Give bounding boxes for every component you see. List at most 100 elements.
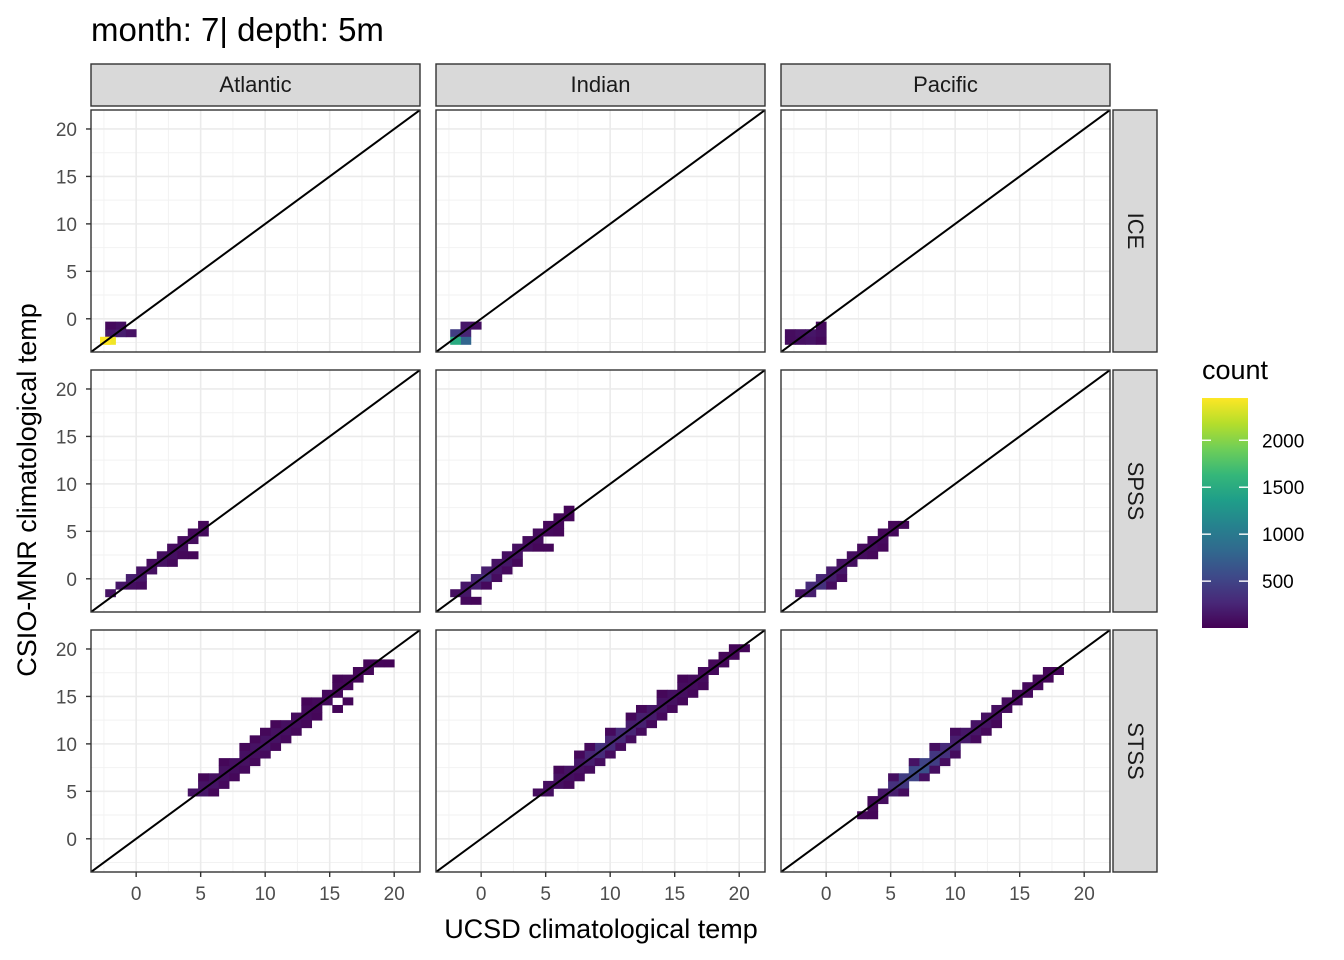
x-tick-label: 0 — [131, 884, 142, 905]
chart-title: month: 7| depth: 5m — [91, 11, 384, 48]
heatmap-bin — [970, 727, 982, 736]
heatmap-bin — [177, 551, 189, 560]
legend-break-label: 500 — [1262, 572, 1294, 593]
bins — [784, 321, 827, 345]
heatmap-bin — [677, 674, 688, 683]
legend-break-label: 2000 — [1262, 431, 1304, 452]
heatmap-bin — [450, 589, 461, 598]
y-tick-label: 10 — [56, 735, 77, 756]
heatmap-bin — [470, 596, 482, 605]
heatmap-bin — [898, 520, 910, 529]
heatmap-bin — [815, 581, 827, 590]
heatmap-bin — [460, 596, 472, 605]
heatmap-bin — [543, 780, 554, 789]
heatmap-bin — [888, 788, 899, 797]
heatmap-bin — [677, 689, 688, 698]
heatmap-bin — [605, 742, 616, 751]
heatmap-bin — [908, 765, 920, 774]
heatmap-bin — [383, 659, 395, 668]
heatmap-bin — [1053, 667, 1064, 676]
heatmap-bin — [450, 336, 461, 345]
bins — [450, 505, 575, 605]
heatmap-bin — [563, 780, 575, 789]
heatmap-bin — [584, 758, 596, 767]
x-tick-label: 20 — [1074, 884, 1095, 905]
heatmap-bin — [846, 551, 858, 560]
heatmap-bin — [563, 505, 575, 514]
heatmap-bin — [136, 574, 147, 583]
heatmap-bin — [877, 543, 889, 552]
heatmap-bin — [543, 788, 554, 797]
panel-atlantic-spss — [90, 369, 421, 613]
heatmap-bin — [156, 558, 168, 567]
heatmap-bin — [342, 697, 354, 706]
heatmap-bin — [260, 727, 271, 736]
x-tick-label: 0 — [821, 884, 832, 905]
panel-pacific-ice — [780, 109, 1111, 353]
heatmap-bin — [332, 689, 343, 698]
heatmap-bin — [805, 329, 817, 338]
heatmap-bin — [836, 558, 848, 567]
heatmap-bin — [877, 796, 889, 805]
heatmap-bin — [311, 697, 323, 706]
heatmap-bin — [563, 513, 575, 522]
heatmap-bin — [991, 720, 1003, 729]
heatmap-bin — [898, 780, 910, 789]
heatmap-bin — [635, 720, 647, 729]
heatmap-bin — [718, 651, 730, 660]
heatmap-bin — [229, 773, 240, 782]
heatmap-bin — [342, 674, 354, 683]
heatmap-bin — [290, 720, 302, 729]
heatmap-bin — [857, 551, 868, 560]
heatmap-bin — [311, 712, 323, 721]
heatmap-bin — [867, 803, 879, 812]
heatmap-bin — [481, 574, 492, 583]
heatmap-bin — [450, 329, 461, 338]
heatmap-bin — [877, 528, 889, 537]
heatmap-bin — [460, 329, 472, 338]
heatmap-bin — [198, 520, 209, 529]
heatmap-bin — [208, 780, 220, 789]
identity-line — [91, 630, 420, 872]
heatmap-bin — [728, 644, 740, 653]
heatmap-bin — [553, 780, 565, 789]
heatmap-bin — [460, 581, 472, 590]
panel-border — [435, 369, 766, 613]
heatmap-bin — [815, 321, 827, 330]
heatmap-bin — [687, 674, 699, 683]
heatmap-bin — [125, 581, 137, 590]
heatmap-bin — [687, 682, 699, 691]
heatmap-bin — [301, 712, 313, 721]
strip-label-atlantic: Atlantic — [219, 72, 291, 97]
heatmap-bin — [218, 780, 230, 789]
heatmap-bin — [687, 689, 699, 698]
panel-atlantic-ice — [90, 109, 421, 353]
heatmap-bin — [826, 581, 837, 590]
heatmap-bin — [605, 750, 616, 759]
heatmap-bin — [815, 574, 827, 583]
heatmap-bin — [352, 674, 364, 683]
identity-line — [436, 370, 765, 612]
heatmap-bin — [574, 750, 585, 759]
heatmap-bin — [677, 697, 688, 706]
y-axis-title: CSIO-MNR climatological temp — [12, 303, 42, 677]
heatmap-bin — [460, 321, 472, 330]
panel-border — [90, 109, 421, 353]
panel-border — [780, 109, 1111, 353]
heatmap-bin — [857, 543, 868, 552]
x-tick-label: 10 — [600, 884, 621, 905]
heatmap-bin — [491, 574, 503, 583]
heatmap-bin — [980, 712, 992, 721]
x-tick-label: 5 — [885, 884, 896, 905]
heatmap-bin — [249, 758, 261, 767]
heatmap-bin — [574, 765, 585, 774]
heatmap-bin — [646, 720, 658, 729]
heatmap-bin — [867, 811, 879, 820]
panel-border — [780, 629, 1111, 873]
heatmap-bin — [594, 758, 606, 767]
heatmap-bin — [342, 682, 354, 691]
heatmap-bin — [563, 773, 575, 782]
x-tick-label: 15 — [664, 884, 685, 905]
heatmap-bin — [795, 329, 806, 338]
